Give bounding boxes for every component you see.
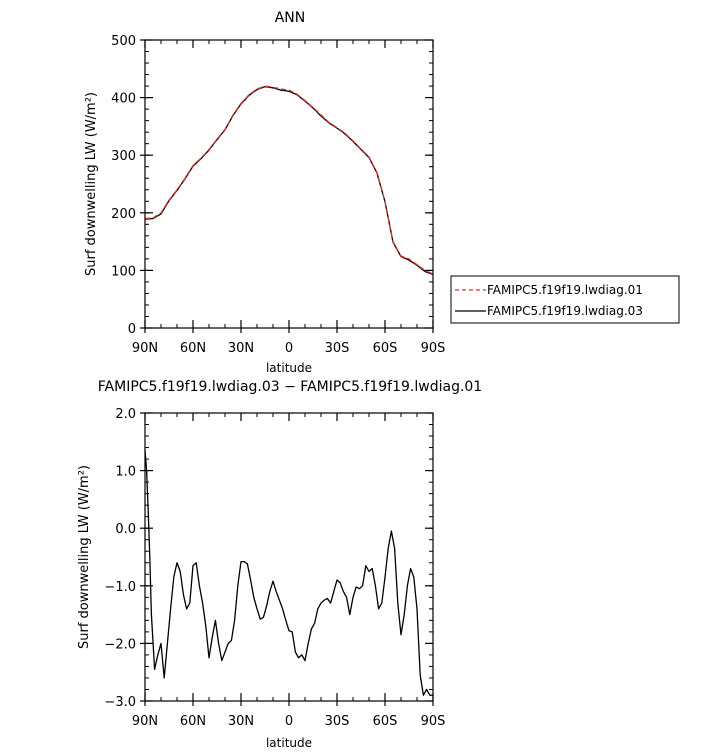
top-y-tick-label: 0 xyxy=(128,322,136,337)
top-series-line-1 xyxy=(144,85,434,275)
top-y-tick-label: 100 xyxy=(111,264,136,279)
top-chart-title: ANN xyxy=(275,10,306,26)
bottom-x-axis-label: latitude xyxy=(266,736,312,750)
bottom-y-axis-label: Surf downwelling LW (W/m²) xyxy=(77,465,92,649)
top-axis-ticks: 90N 60N 30N 0 30S 60S 90S 0 100 200 300 400 500 xyxy=(111,34,445,356)
top-plot-frame xyxy=(144,39,434,329)
bottom-y-tick-label: −3.0 xyxy=(104,695,136,710)
bottom-plot-frame xyxy=(144,412,434,702)
top-x-tick-label: 30N xyxy=(228,341,254,356)
bottom-y-tick-label: −2.0 xyxy=(104,637,136,652)
top-x-tick-label: 60N xyxy=(180,341,206,356)
bottom-y-tick-label: 2.0 xyxy=(115,407,136,422)
legend-label-series-1: FAMIPC5.f19f19.lwdiag.01 xyxy=(487,283,643,297)
bottom-panel: FAMIPC5.f19f19.lwdiag.03 − FAMIPC5.f19f1… xyxy=(77,379,482,750)
bottom-y-tick-label: 1.0 xyxy=(115,465,136,480)
bottom-x-tick-label: 90S xyxy=(421,714,446,729)
bottom-x-tick-label: 0 xyxy=(285,714,293,729)
top-y-tick-label: 300 xyxy=(111,149,136,164)
top-y-axis-label: Surf downwelling LW (W/m²) xyxy=(84,92,99,276)
bottom-x-tick-label: 90N xyxy=(132,714,158,729)
top-x-tick-label: 90S xyxy=(421,341,446,356)
top-x-tick-label: 60S xyxy=(373,341,398,356)
top-minor-ticks xyxy=(144,39,434,329)
legend-label-series-2: FAMIPC5.f19f19.lwdiag.03 xyxy=(487,304,643,318)
bottom-axis-ticks: 90N 60N 30N 0 30S 60S 90S −3.0 −2.0 −1.0 0.0 1.0 2.0 xyxy=(104,407,445,729)
bottom-x-tick-label: 30N xyxy=(228,714,254,729)
bottom-series-line-1 xyxy=(144,450,433,696)
bottom-x-tick-label: 60N xyxy=(180,714,206,729)
top-y-tick-label: 400 xyxy=(111,92,136,107)
top-y-tick-label: 200 xyxy=(111,207,136,222)
top-series-group xyxy=(144,85,434,276)
bottom-y-tick-label: 0.0 xyxy=(115,522,136,537)
top-x-tick-label: 30S xyxy=(325,341,350,356)
bottom-y-tick-label: −1.0 xyxy=(104,580,136,595)
top-y-tick-label: 500 xyxy=(111,34,136,49)
bottom-series-group xyxy=(144,450,433,696)
bottom-chart-title: FAMIPC5.f19f19.lwdiag.03 − FAMIPC5.f19f1… xyxy=(98,379,482,395)
top-panel: ANN 90N 60N 30N 0 30S 60S 90S0100200300400500 … xyxy=(84,10,680,375)
top-x-tick-label: 0 xyxy=(285,341,293,356)
legend: FAMIPC5.f19f19.lwdiag.01 FAMIPC5.f19f19.… xyxy=(450,275,680,324)
bottom-x-tick-label: 30S xyxy=(325,714,350,729)
top-x-axis-label: latitude xyxy=(266,361,312,375)
bottom-x-tick-label: 60S xyxy=(373,714,398,729)
legend-box xyxy=(450,275,680,324)
bottom-minor-ticks xyxy=(144,412,434,702)
top-x-tick-label: 90N xyxy=(132,341,158,356)
top-series-line-2 xyxy=(144,86,434,276)
